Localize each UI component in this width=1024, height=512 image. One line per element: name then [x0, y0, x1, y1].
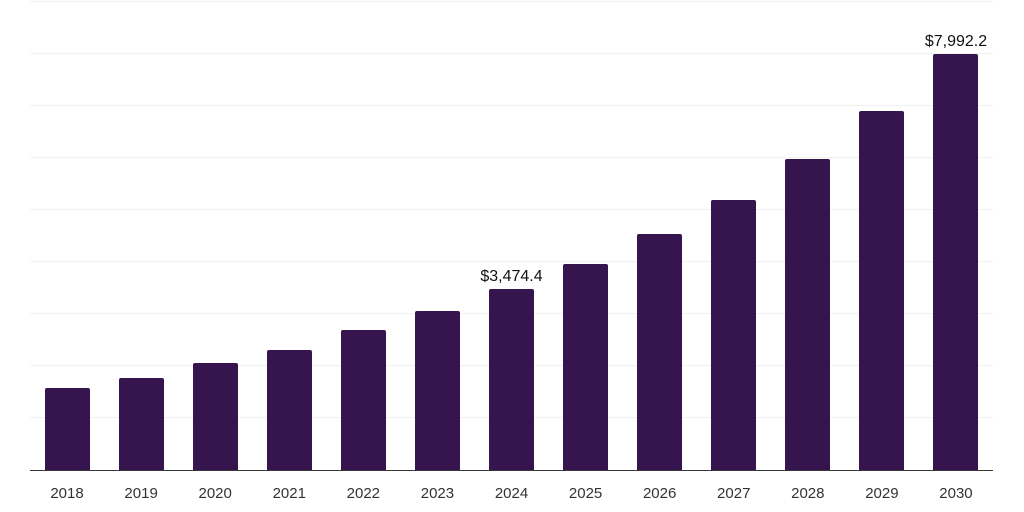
- x-tick-label: 2030: [939, 485, 973, 502]
- bar: [118, 377, 164, 470]
- x-tick-label: 2027: [717, 485, 751, 502]
- bar-band: [697, 2, 771, 470]
- bar: [340, 330, 386, 470]
- plot-area: $3,474.4 $7,992.2: [30, 1, 993, 471]
- bar-band: [400, 2, 474, 470]
- bar: [44, 388, 90, 470]
- bar-band: [771, 2, 845, 470]
- bar: [266, 349, 312, 470]
- gridline: [30, 53, 993, 54]
- bar-band: [104, 2, 178, 470]
- gridline: [30, 1, 993, 2]
- x-tick-label: 2023: [420, 485, 455, 502]
- bar: [637, 234, 683, 470]
- x-tick-label: 2024: [494, 485, 529, 502]
- gridline: [30, 105, 993, 106]
- bar-band: [326, 2, 400, 470]
- bar: [414, 311, 460, 470]
- x-tick-label: 2020: [198, 485, 232, 502]
- bar-band: [178, 2, 252, 470]
- gridline: [30, 157, 993, 158]
- x-tick-label: 2029: [865, 485, 899, 502]
- x-tick-label: 2028: [791, 485, 825, 502]
- bar-band: [845, 2, 919, 470]
- bar-value-label: $7,992.2: [924, 33, 988, 51]
- bar-band: [549, 2, 623, 470]
- bar: [563, 264, 609, 470]
- x-tick-label: 2025: [568, 485, 603, 502]
- bar: [933, 54, 979, 470]
- gridline: [30, 209, 993, 210]
- bar: [785, 159, 831, 470]
- x-tick-label: 2021: [272, 485, 306, 502]
- bar: [711, 200, 757, 470]
- x-tick-label: 2018: [50, 485, 84, 502]
- x-tick-label: 2019: [124, 485, 158, 502]
- bar-band: [30, 2, 104, 470]
- bars-layer: $3,474.4 $7,992.2: [30, 2, 993, 470]
- bar: [192, 363, 238, 470]
- bar-band: [623, 2, 697, 470]
- x-tick-label: 2026: [642, 485, 677, 502]
- bar: [489, 289, 534, 470]
- bar: [859, 111, 905, 470]
- x-tick-label: 2022: [346, 485, 381, 502]
- gridline: [30, 261, 993, 262]
- bar-value-label: $3,474.4: [480, 268, 543, 286]
- bar-band: [252, 2, 326, 470]
- bar-band: $7,992.2: [919, 2, 993, 470]
- bar-band: $3,474.4: [474, 2, 548, 470]
- x-axis: 2018 2019 2020 2021 2022 2023 2024 2025 2026 2027…: [30, 472, 993, 502]
